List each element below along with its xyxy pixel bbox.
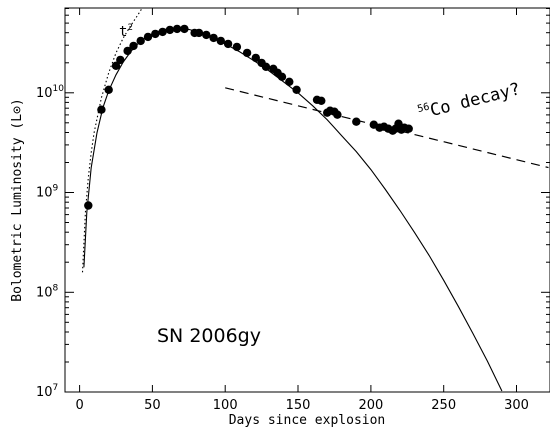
- t2-curve-line: [81, 8, 143, 273]
- y-tick-exponent: 7: [53, 383, 59, 393]
- x-tick-label: 0: [75, 398, 83, 413]
- data-point: [285, 77, 294, 87]
- plot-frame: [64, 7, 550, 393]
- data-point: [111, 61, 121, 70]
- y-tick-label: 109: [36, 184, 59, 201]
- y-tick-base: 10: [36, 86, 53, 101]
- data-point: [277, 72, 287, 82]
- plot-marks: [81, 8, 549, 392]
- data-point: [404, 124, 413, 133]
- x-tick-label: 300: [504, 398, 529, 413]
- x-tick-label: 150: [286, 398, 311, 413]
- x-tick-label: 250: [431, 398, 456, 413]
- data-point: [352, 117, 361, 126]
- y-tick-label: 1010: [36, 84, 64, 101]
- co-decay-superscript: 56: [416, 102, 430, 116]
- y-axis-label: Bolometric Luminosity (L⊙): [10, 98, 25, 302]
- x-tick-label: 200: [358, 398, 383, 413]
- data-point: [129, 41, 138, 51]
- data-point: [223, 39, 233, 49]
- x-tick-label: 100: [213, 398, 238, 413]
- data-point: [116, 55, 125, 65]
- data-point: [165, 25, 175, 35]
- y-tick-base: 10: [36, 385, 53, 400]
- y-tick-label: 107: [36, 383, 58, 400]
- t2-base: t: [119, 24, 127, 40]
- y-tick-exponent: 10: [53, 84, 65, 94]
- y-tick-exponent: 8: [53, 283, 59, 293]
- model-curve-line: [83, 27, 503, 392]
- y-tick-base: 10: [36, 186, 53, 201]
- y-tick-label: 108: [36, 283, 59, 300]
- chart-title-annotation: SN 2006gy: [157, 325, 261, 347]
- co-decay-line: [225, 87, 549, 169]
- x-tick-label: 50: [144, 398, 161, 413]
- x-axis-ticks: 0 50 100 150 200 250 300: [75, 8, 529, 413]
- t2-annotation: t2: [119, 23, 133, 40]
- plot-area: [81, 8, 549, 392]
- data-point: [333, 110, 342, 119]
- data-point: [292, 85, 301, 95]
- y-tick-exponent: 9: [53, 184, 59, 194]
- data-point: [261, 62, 271, 71]
- y-tick-base: 10: [36, 285, 53, 300]
- x-axis-label: Days since explosion: [229, 413, 386, 428]
- data-point: [317, 96, 326, 106]
- t2-exponent: 2: [127, 23, 132, 33]
